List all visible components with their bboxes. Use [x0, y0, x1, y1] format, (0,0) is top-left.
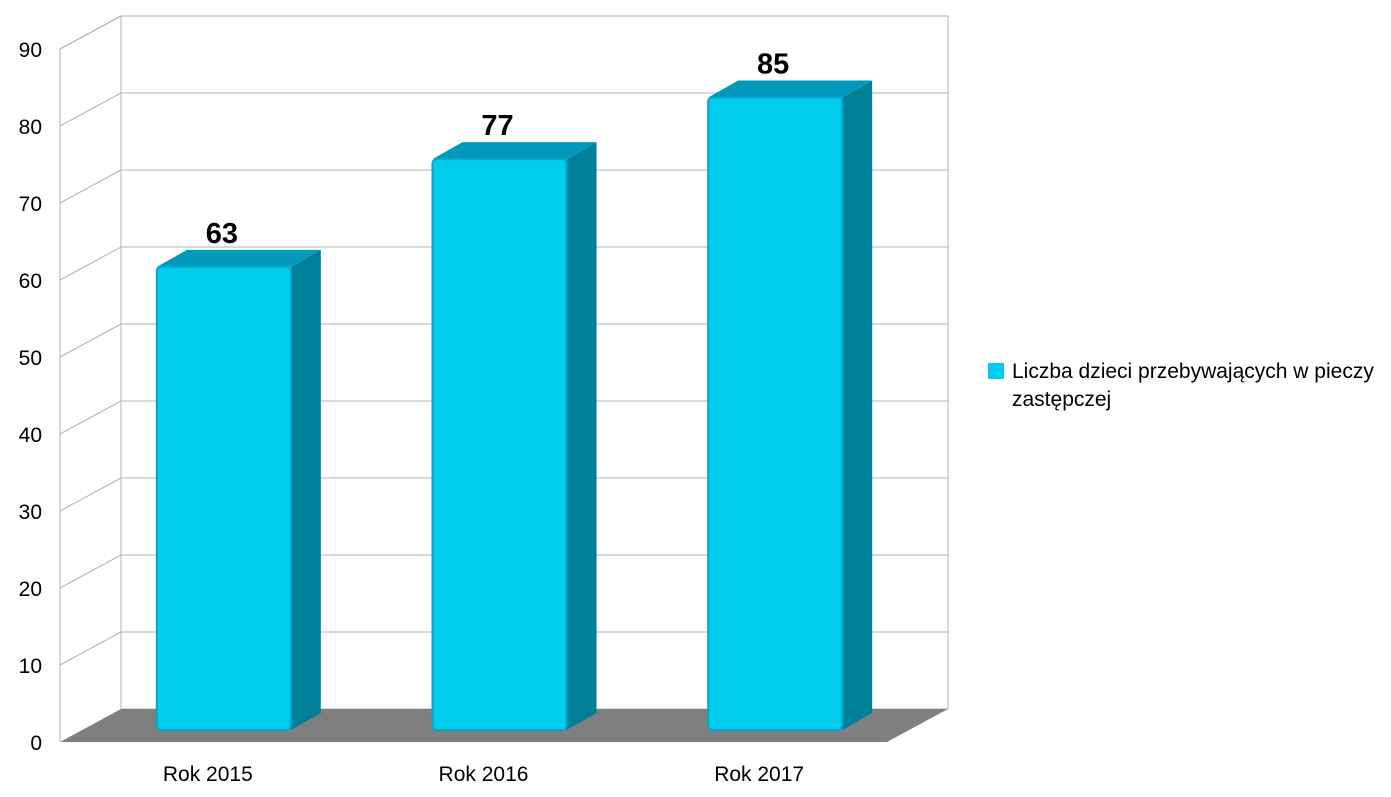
- bar-front: [431, 158, 568, 732]
- x-tick-label: Rok 2015: [163, 763, 253, 786]
- bar-front: [707, 96, 844, 731]
- legend: Liczba dzieci przebywających w pieczy za…: [988, 358, 1388, 414]
- gridline-side: [59, 477, 122, 512]
- data-label: 77: [481, 110, 513, 142]
- y-tick-label: 90: [19, 39, 42, 62]
- gridline-side: [59, 169, 122, 204]
- bar: [431, 142, 597, 732]
- gridline-side: [59, 246, 122, 281]
- bar: [707, 80, 873, 731]
- gridline-side: [59, 323, 122, 358]
- bar-top: [156, 249, 321, 267]
- y-tick-label: 10: [19, 655, 42, 678]
- bar: [155, 249, 321, 731]
- x-tick-label: Rok 2017: [714, 763, 804, 786]
- y-tick-label: 0: [30, 732, 42, 755]
- data-label: 85: [757, 49, 789, 81]
- y-tick-label: 80: [19, 116, 42, 139]
- data-label: 63: [206, 218, 238, 250]
- y-tick-label: 50: [19, 347, 42, 370]
- y-tick-label: 30: [19, 501, 42, 524]
- y-tick-label: 20: [19, 578, 42, 601]
- gridline-side: [59, 554, 122, 589]
- bar-side: [842, 80, 873, 730]
- bar-top: [432, 142, 597, 160]
- gridline-side: [59, 92, 122, 127]
- x-tick-label: Rok 2016: [439, 763, 529, 786]
- bar-side: [566, 142, 597, 731]
- bar-side: [290, 249, 321, 730]
- y-tick-label: 40: [19, 424, 42, 447]
- bar-front: [155, 265, 292, 731]
- legend-swatch: [988, 363, 1004, 379]
- y-tick-label: 60: [19, 270, 42, 293]
- bar-top: [708, 80, 873, 98]
- y-tick-label: 70: [19, 193, 42, 216]
- legend-label: Liczba dzieci przebywających w pieczy za…: [1012, 360, 1374, 411]
- gridline-side: [59, 631, 122, 666]
- gridline-side: [59, 15, 122, 50]
- gridline-side: [59, 400, 122, 435]
